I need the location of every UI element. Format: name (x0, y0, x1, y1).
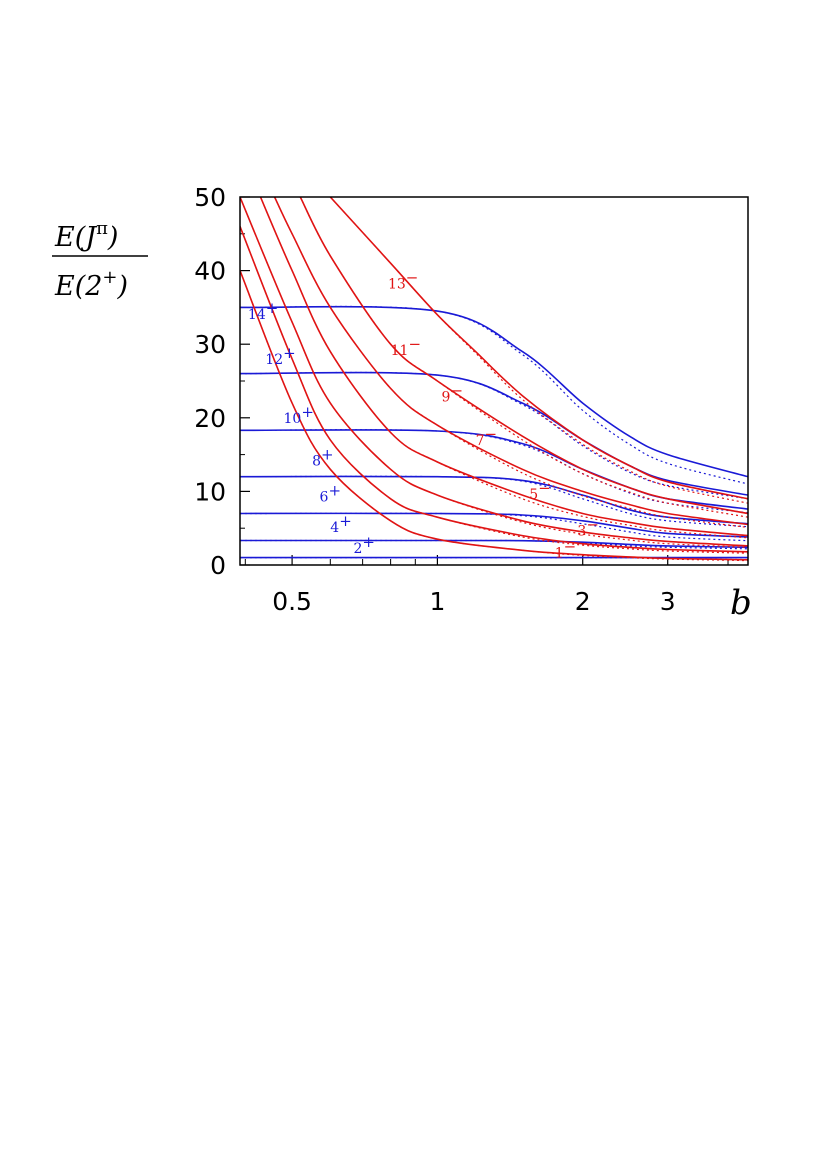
series-layer (240, 197, 748, 562)
series-dotted-line (240, 475, 748, 528)
series-label: 13− (388, 268, 418, 292)
series-label: 10+ (284, 403, 314, 427)
series-line (259, 197, 748, 537)
series-dotted-line (240, 371, 748, 500)
x-axis-label: b (730, 583, 752, 623)
series-dotted-line (240, 305, 748, 485)
y-label-numerator: E(Jπ) (54, 218, 118, 253)
series-label: 11− (391, 335, 421, 359)
plot-frame (239, 196, 749, 566)
y-tick-label: 10 (194, 477, 226, 506)
y-label-denominator: E(2+) (54, 267, 128, 302)
series-line (240, 305, 748, 478)
series-line (240, 226, 748, 553)
series-label: 5− (529, 479, 551, 503)
series-label: 6+ (320, 482, 342, 506)
x-tick-label: 0.5 (272, 587, 312, 616)
series-line (240, 475, 748, 525)
level-labels: 2+4+ 6+ 8+ 10+ 12+ 14+ 1−3− 5− 7− 9− 11− 13− (248, 268, 599, 561)
series-dotted-line (299, 197, 748, 518)
series-label: 4+ (330, 512, 352, 536)
series-line (240, 270, 748, 561)
series-label: 8+ (312, 446, 334, 470)
series-dotted-line (259, 197, 748, 539)
y-tick-label: 50 (194, 183, 226, 212)
y-tick-label: 30 (194, 330, 226, 359)
x-tick-label: 3 (660, 587, 676, 616)
series-label: 12+ (265, 344, 295, 368)
series-line (329, 197, 748, 500)
series-line (273, 197, 748, 526)
y-axis-label: E(Jπ) E(2+) (52, 218, 148, 302)
series-label: 14+ (248, 299, 278, 323)
series-label: 7− (476, 425, 498, 449)
series-label: 2+ (353, 533, 375, 557)
series-label: 9− (442, 382, 464, 406)
series-line (299, 197, 748, 515)
y-tick-label: 40 (194, 257, 226, 286)
series-label: 3− (577, 516, 599, 540)
axis-ticks: 0 10 20 30 40 50 0.5 1 2 3 (194, 183, 729, 616)
y-tick-label: 0 (210, 551, 226, 580)
series-label: 1− (555, 538, 577, 562)
y-tick-label: 20 (194, 404, 226, 433)
series-dotted-line (274, 197, 748, 529)
x-tick-label: 1 (429, 587, 445, 616)
x-tick-label: 2 (575, 587, 591, 616)
series-line (240, 197, 748, 547)
series-line (240, 512, 748, 538)
